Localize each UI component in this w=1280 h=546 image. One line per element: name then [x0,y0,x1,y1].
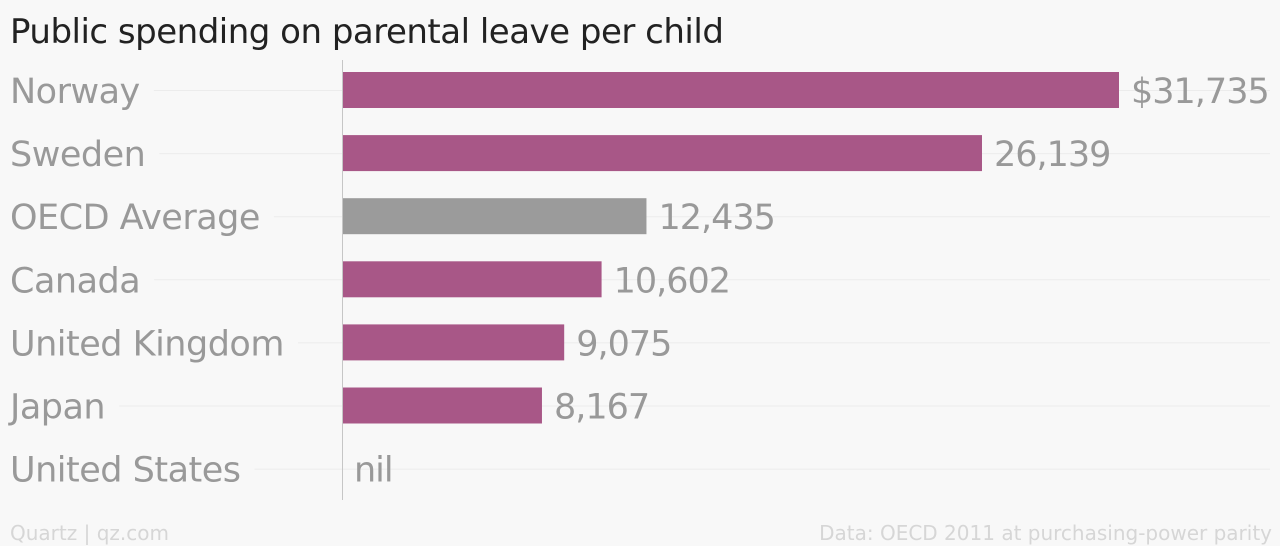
category-label: Japan [8,388,105,428]
value-label: nil [354,451,393,491]
value-label: 12,435 [658,198,774,238]
plot-area: Norway $31,735 Sweden 26,139 OECD Average 12,… [8,60,1270,500]
footer-source-right: Data: OECD 2011 at purchasing-power pari… [819,521,1272,545]
value-label: $31,735 [1131,72,1269,112]
chart-title: Public spending on parental leave per ch… [10,12,723,52]
category-label: Sweden [10,135,145,175]
category-label: United Kingdom [10,324,284,364]
category-label: Norway [10,72,140,112]
footer-source-left: Quartz | qz.com [10,521,169,545]
category-label: OECD Average [10,198,260,238]
bar [342,387,542,424]
value-label: 9,075 [576,324,671,364]
value-label: 26,139 [994,135,1110,175]
bar [342,72,1119,108]
category-label: Canada [10,261,140,301]
bar [342,261,602,298]
bar [342,135,982,172]
value-label: 8,167 [554,388,649,428]
bar [342,324,565,361]
bar [342,198,647,235]
category-label: United States [10,451,241,491]
value-label: 10,602 [614,261,730,301]
